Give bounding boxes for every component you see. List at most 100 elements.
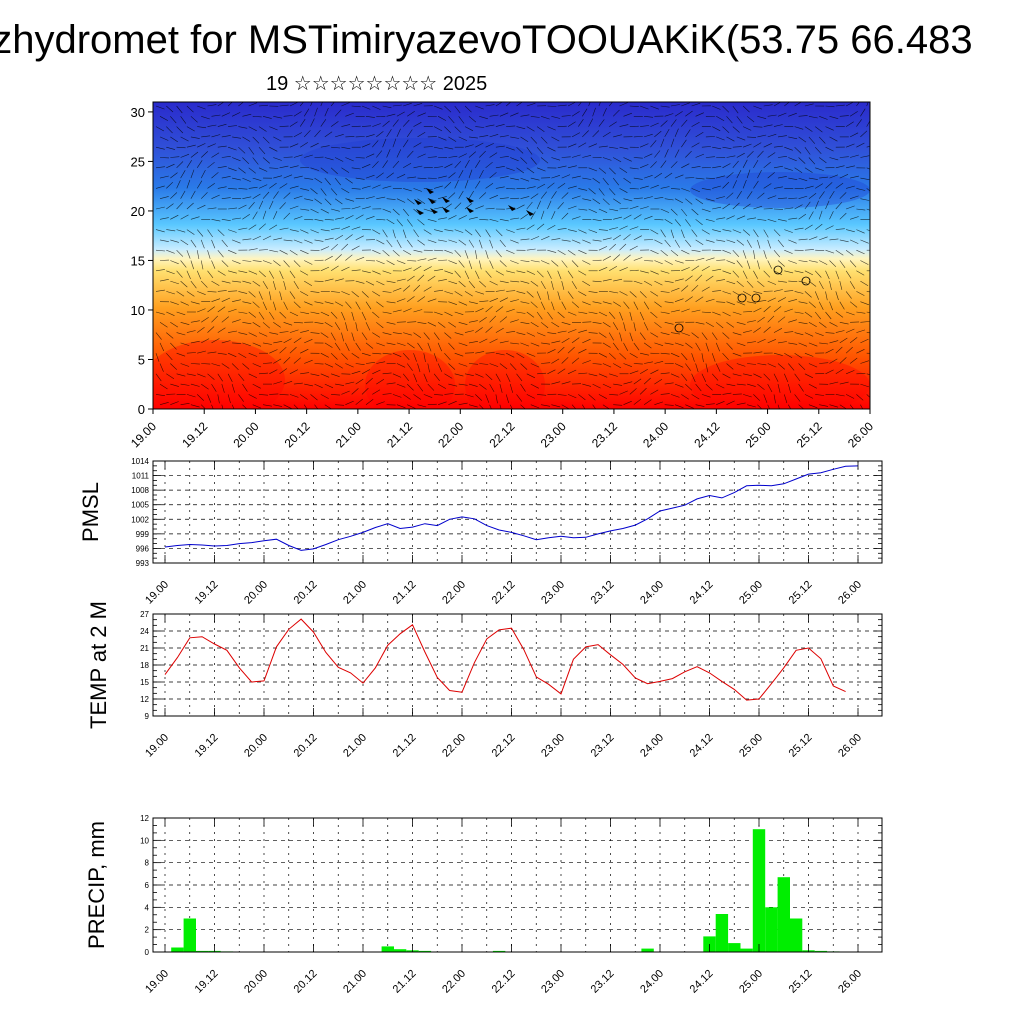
- wind-vector: [382, 105, 392, 109]
- y-tick-label: 10: [140, 836, 149, 845]
- wind-vector: [592, 363, 602, 365]
- wind-vector: [448, 239, 458, 243]
- wind-vector: [300, 249, 309, 255]
- wind-vector: [639, 143, 649, 148]
- wind-vector: [207, 104, 217, 107]
- wind-vector: [763, 161, 771, 169]
- wind-vector: [722, 126, 730, 134]
- wind-vector: [685, 198, 693, 205]
- wind-vector: [227, 249, 237, 254]
- wind-vector: [561, 281, 565, 290]
- wind-vector: [654, 301, 662, 308]
- wind-vector: [506, 102, 512, 107]
- wind-flag: [442, 197, 450, 203]
- wind-vector: [815, 167, 824, 171]
- wind-vector: [228, 290, 238, 292]
- wind-vector: [520, 136, 529, 143]
- wind-vector: [341, 188, 350, 194]
- wind-vector: [170, 363, 178, 370]
- wind-vector: [495, 394, 498, 404]
- wind-vector: [742, 143, 752, 148]
- wind-vector: [365, 216, 375, 220]
- wind-vector: [722, 270, 732, 275]
- wind-vector: [314, 301, 324, 304]
- wind-vector: [468, 320, 478, 323]
- wind-vector: [516, 102, 523, 107]
- wind-vector: [681, 102, 690, 107]
- wind-vector: [330, 352, 338, 360]
- wind-vector: [324, 177, 331, 186]
- wind-vector: [825, 348, 834, 354]
- wind-vector: [201, 338, 210, 344]
- wind-vector: [423, 146, 433, 148]
- wind-vector: [711, 353, 716, 362]
- wind-vector: [396, 298, 406, 302]
- wind-vector: [382, 393, 392, 395]
- x-tick-label: 25.12: [787, 579, 815, 607]
- wind-vector: [166, 229, 176, 232]
- x-tick-label: 20.12: [282, 419, 313, 450]
- wind-vector: [186, 394, 196, 398]
- wind-vector: [273, 322, 281, 328]
- wind-vector: [540, 136, 548, 144]
- wind-vector: [361, 352, 371, 356]
- wind-vector: [376, 401, 385, 405]
- wind-vector: [578, 188, 588, 191]
- wind-vector: [551, 210, 556, 220]
- wind-vector: [444, 393, 454, 395]
- wind-vector: [588, 167, 598, 172]
- wind-vector: [283, 338, 292, 344]
- wind-vector: [777, 112, 787, 117]
- wind-vector: [520, 342, 530, 347]
- wind-vector: [726, 215, 735, 220]
- precip-bar: [752, 829, 766, 952]
- wind-vector: [633, 301, 639, 310]
- wind-vector: [499, 340, 509, 344]
- wind-vector: [396, 278, 406, 282]
- wind-vector: [819, 157, 827, 164]
- wind-vector: [808, 322, 817, 328]
- wind-vector: [773, 328, 783, 333]
- wind-vector: [464, 330, 474, 333]
- wind-vector: [314, 198, 322, 205]
- wind-vector: [633, 342, 640, 351]
- wind-vector: [454, 332, 464, 336]
- wind-vector: [691, 373, 696, 383]
- wind-vector: [788, 319, 797, 323]
- wind-vector: [829, 116, 839, 119]
- wind-vector: [170, 383, 179, 387]
- wind-vector: [186, 126, 195, 132]
- wind-vector: [341, 266, 350, 272]
- wind-vector: [495, 229, 503, 237]
- wind-vector: [742, 203, 751, 210]
- wind-vector: [438, 217, 447, 220]
- wind-vector: [664, 322, 674, 325]
- wind-vector: [227, 394, 231, 404]
- wind-vector: [413, 229, 419, 238]
- wind-vector: [392, 249, 400, 257]
- wind-vector: [623, 214, 632, 220]
- x-tick-label: 21.00: [341, 732, 369, 760]
- wind-vector: [784, 270, 794, 274]
- wind-vector: [650, 161, 657, 169]
- wind-vector: [382, 270, 392, 274]
- wind-vector: [592, 404, 597, 409]
- wind-vector: [433, 105, 443, 110]
- wind-vector: [860, 360, 869, 364]
- wind-vector: [660, 270, 670, 274]
- x-tick-label: 21.12: [391, 968, 419, 996]
- wind-vector: [705, 342, 710, 352]
- x-tick-label: 24.00: [638, 968, 666, 996]
- wind-vector: [660, 372, 670, 375]
- x-tick-label: 21.00: [341, 968, 369, 996]
- wind-vector: [639, 164, 649, 169]
- wind-vector: [540, 210, 545, 220]
- wind-vector: [310, 229, 319, 234]
- wind-vector: [551, 191, 557, 199]
- wind-vector: [633, 197, 643, 199]
- wind-vector: [540, 322, 549, 329]
- wind-vector: [485, 124, 495, 127]
- wind-vector: [155, 332, 162, 340]
- wind-vector: [279, 125, 289, 127]
- wind-vector: [231, 157, 241, 162]
